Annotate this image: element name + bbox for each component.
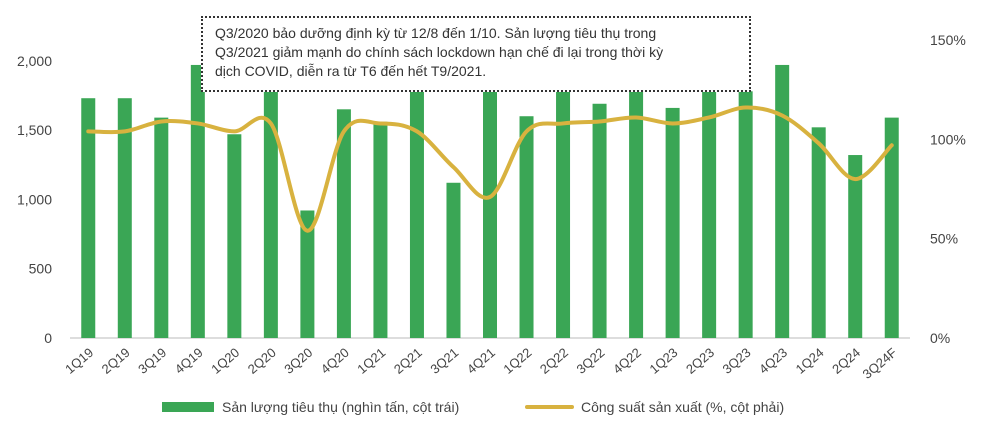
x-tick-label: 1Q24: [793, 345, 827, 377]
bar: [811, 127, 826, 339]
x-tick-label: 2Q24: [829, 345, 863, 377]
x-tick-label: 3Q23: [720, 345, 754, 377]
bar: [738, 91, 753, 338]
capacity-line: [86, 105, 894, 233]
bar: [81, 98, 96, 338]
legend-line-label: Công suất sản xuất (%, cột phải): [581, 399, 784, 415]
x-tick-label: 1Q19: [62, 345, 96, 377]
x-tick-label: 1Q22: [500, 345, 534, 377]
x-tick-label: 3Q24F: [860, 345, 900, 382]
bar: [556, 77, 571, 339]
y-right-tick-label: 50%: [930, 231, 958, 247]
y-left-tick-label: 1,000: [17, 191, 52, 207]
bar: [848, 155, 863, 338]
y-left-tick-label: 1,500: [17, 122, 52, 138]
bar: [702, 81, 717, 339]
y-axis-left: 0 500 1,000 1,500 2,000: [17, 53, 52, 346]
bar: [665, 107, 680, 338]
bar: [446, 182, 461, 338]
bar: [519, 116, 534, 338]
x-tick-label: 4Q19: [172, 345, 206, 377]
x-tick-label: 3Q21: [427, 345, 461, 377]
x-tick-label: 1Q20: [208, 345, 242, 377]
annotation-line: Q3/2021 giảm mạnh do chính sách lockdown…: [215, 44, 664, 60]
bar-series: [81, 64, 899, 339]
y-right-tick-label: 100%: [930, 131, 966, 147]
bar: [775, 64, 790, 338]
bar: [373, 121, 388, 339]
bar: [117, 98, 132, 338]
bar: [227, 134, 242, 338]
x-tick-label: 2Q20: [245, 345, 279, 377]
x-axis: 1Q19 2Q19 3Q19 4Q19 1Q20 2Q20 3Q20 4Q20 1Q21 2Q21…: [62, 345, 900, 382]
x-tick-label: 1Q21: [354, 345, 388, 377]
bar: [263, 71, 278, 339]
y-axis-right: 0% 50% 100% 150%: [930, 32, 966, 346]
annotation-box: Q3/2020 bảo dưỡng định kỳ từ 12/8 đến 1/…: [201, 16, 751, 92]
y-left-tick-label: 2,000: [17, 53, 52, 69]
x-tick-label: 3Q20: [281, 345, 315, 377]
bar: [592, 103, 607, 338]
bar: [483, 76, 497, 339]
legend: Sản lượng tiêu thụ (nghìn tấn, cột trái)…: [162, 399, 784, 415]
y-left-tick-label: 500: [29, 261, 53, 277]
x-tick-label: 2Q22: [537, 345, 571, 377]
x-tick-label: 3Q19: [135, 345, 169, 377]
x-tick-label: 1Q23: [647, 345, 681, 377]
bar: [154, 117, 169, 338]
legend-bar-swatch: [162, 402, 214, 412]
annotation-line: dịch COVID, diễn ra từ T6 đến hết T9/202…: [215, 63, 487, 79]
annotation-line: Q3/2020 bảo dưỡng định kỳ từ 12/8 đến 1/…: [215, 25, 657, 41]
legend-bar-label: Sản lượng tiêu thụ (nghìn tấn, cột trái): [222, 399, 459, 415]
y-right-tick-label: 0%: [930, 330, 950, 346]
bar: [300, 210, 315, 338]
bar: [409, 80, 424, 339]
y-left-tick-label: 0: [44, 330, 52, 346]
x-tick-label: 2Q19: [99, 345, 133, 377]
bar: [190, 64, 205, 338]
x-tick-label: 4Q21: [464, 345, 498, 377]
x-tick-label: 4Q20: [318, 345, 352, 377]
bar: [336, 109, 351, 338]
x-tick-label: 2Q23: [683, 345, 717, 377]
bar: [884, 117, 899, 338]
x-tick-label: 3Q22: [573, 345, 607, 377]
x-tick-label: 4Q23: [756, 345, 790, 377]
bar: [629, 81, 644, 339]
x-tick-label: 4Q22: [610, 345, 644, 377]
x-tick-label: 2Q21: [391, 345, 425, 377]
y-right-tick-label: 150%: [930, 32, 966, 48]
